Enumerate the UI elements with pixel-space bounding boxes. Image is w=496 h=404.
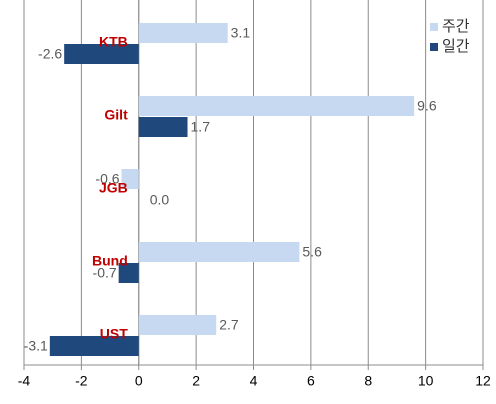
bar: [64, 44, 139, 64]
bar: [138, 117, 188, 137]
bar: [49, 336, 139, 356]
x-tick-label: -2: [75, 373, 88, 389]
value-label: -0.6: [95, 171, 119, 187]
category-label: JGB: [99, 180, 128, 196]
value-label: -3.1: [24, 338, 48, 354]
value-label: 1.7: [191, 119, 211, 135]
value-label: 5.6: [302, 244, 322, 260]
value-label: 9.6: [417, 98, 437, 114]
x-tick-label: 6: [307, 373, 315, 389]
value-label: 2.7: [219, 317, 239, 333]
value-label: 0.0: [150, 192, 170, 208]
bar: [138, 242, 300, 262]
x-tick-label: -4: [18, 373, 31, 389]
x-tick-label: 10: [418, 373, 434, 389]
legend-label: 주간: [442, 18, 470, 35]
category-label: Bund: [92, 253, 128, 269]
legend-swatch: [430, 23, 438, 31]
x-tick-label: 4: [250, 373, 258, 389]
bar: [121, 169, 139, 189]
x-tick-label: 8: [364, 373, 372, 389]
x-tick-label: 2: [192, 373, 200, 389]
bar: [118, 263, 139, 283]
category-label: Gilt: [104, 107, 128, 123]
category-label: UST: [100, 326, 128, 342]
value-label: 3.1: [231, 25, 251, 41]
legend-label: 일간: [442, 38, 470, 55]
value-label: -2.6: [38, 46, 62, 62]
bar: [138, 96, 415, 116]
legend-swatch: [430, 43, 438, 51]
x-tick-label: 0: [135, 373, 143, 389]
bar: [138, 315, 217, 335]
value-label: -0.7: [93, 265, 117, 281]
bar: [138, 23, 228, 43]
x-tick-label: 12: [475, 373, 491, 389]
category-label: KTB: [99, 34, 128, 50]
